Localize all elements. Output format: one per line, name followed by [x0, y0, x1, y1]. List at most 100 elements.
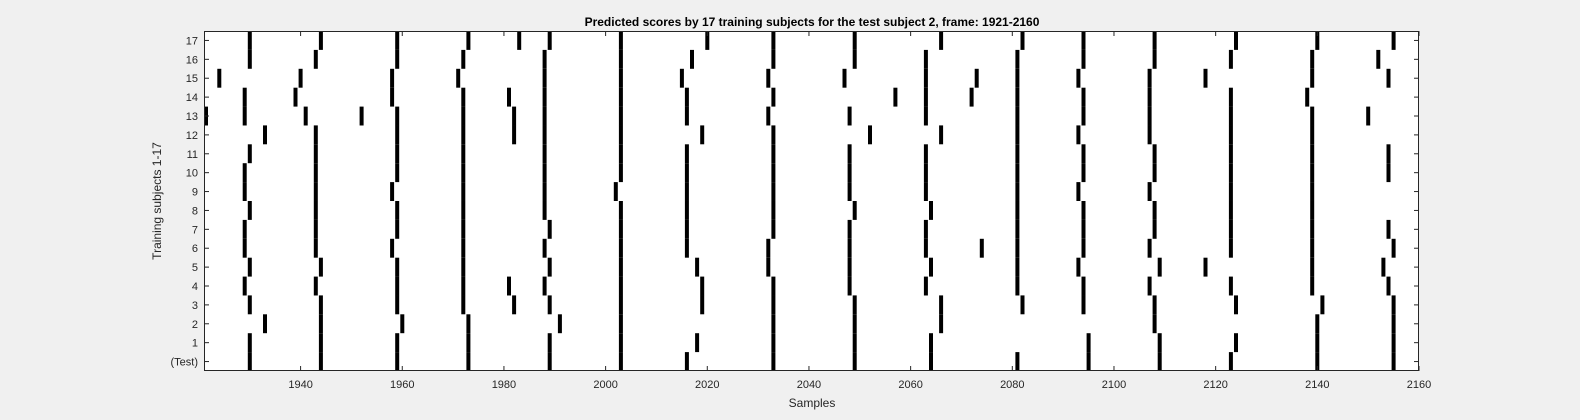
score-mark [1015, 68, 1020, 88]
score-mark [893, 87, 898, 107]
score-mark [1228, 352, 1233, 371]
score-mark [1386, 219, 1391, 239]
score-mark [1081, 31, 1086, 50]
score-mark [1315, 352, 1320, 371]
score-mark [695, 257, 700, 277]
score-mark [1386, 276, 1391, 296]
score-mark [684, 163, 689, 183]
score-mark [547, 257, 552, 277]
score-mark [1157, 333, 1162, 353]
y-axis-label: Training subjects 1-17 [150, 142, 164, 260]
score-mark [512, 295, 517, 315]
y-tick-label: 11 [187, 149, 198, 161]
score-mark [542, 182, 547, 201]
score-mark [1228, 182, 1233, 201]
score-mark [1147, 87, 1152, 107]
score-mark [974, 68, 979, 88]
score-mark [1320, 295, 1325, 315]
score-mark [1152, 144, 1157, 164]
score-mark [771, 125, 776, 145]
x-tick-label: 2140 [1305, 379, 1329, 391]
score-mark [461, 163, 466, 183]
score-mark [929, 201, 933, 220]
score-mark [771, 49, 776, 69]
score-mark [1081, 106, 1086, 126]
score-mark [456, 68, 461, 88]
score-mark [766, 106, 771, 126]
score-mark [242, 182, 247, 201]
chart-title: Predicted scores by 17 training subjects… [585, 15, 1040, 29]
score-mark [684, 87, 689, 107]
score-mark [1310, 49, 1315, 69]
score-mark [395, 49, 400, 69]
score-mark [1015, 144, 1020, 164]
score-mark [466, 333, 471, 353]
score-mark [1228, 125, 1233, 145]
score-mark [1076, 182, 1081, 201]
score-mark [247, 201, 252, 220]
score-mark [1086, 352, 1091, 371]
score-mark [1228, 87, 1233, 107]
score-mark [684, 352, 689, 371]
score-mark [1228, 201, 1233, 220]
score-mark [1157, 257, 1162, 277]
score-mark [852, 314, 857, 334]
score-mark [618, 31, 623, 50]
y-tick-label: 7 [192, 224, 198, 236]
score-mark [318, 31, 323, 50]
x-tick-label: 2060 [898, 379, 922, 391]
score-mark [318, 333, 323, 353]
score-mark [1081, 87, 1086, 107]
score-mark [1310, 276, 1315, 296]
score-mark [293, 87, 298, 107]
score-mark [613, 182, 618, 201]
score-mark [1081, 219, 1086, 239]
y-tick-label: 12 [186, 130, 198, 142]
score-mark [1015, 238, 1020, 258]
score-mark [1228, 49, 1233, 69]
score-mark [359, 106, 364, 126]
score-mark [923, 276, 928, 296]
score-mark [1386, 144, 1391, 164]
score-mark [1015, 201, 1020, 220]
score-mark [847, 257, 852, 277]
score-mark [313, 201, 318, 220]
score-mark [395, 201, 400, 220]
score-mark [542, 68, 547, 88]
x-tick-label: 1940 [288, 379, 312, 391]
score-mark [400, 314, 405, 334]
score-mark [247, 295, 252, 315]
score-mark [700, 125, 705, 145]
y-tick-label: 3 [192, 300, 198, 312]
score-mark [979, 238, 984, 258]
score-mark [1147, 125, 1152, 145]
score-mark [1391, 314, 1396, 334]
score-mark [771, 144, 776, 164]
score-mark [1081, 238, 1086, 258]
score-mark [618, 333, 623, 353]
score-mark [1015, 125, 1020, 145]
y-tick-label: 17 [186, 35, 198, 47]
y-tick-label: 8 [192, 205, 198, 217]
x-axis-label: Samples [789, 396, 836, 410]
score-mark [1228, 238, 1233, 258]
score-mark [929, 333, 933, 353]
score-mark [771, 31, 776, 50]
score-mark [1086, 333, 1091, 353]
score-mark [618, 144, 623, 164]
score-mark [1081, 144, 1086, 164]
x-tick-label: 1980 [492, 379, 516, 391]
score-mark [1228, 163, 1233, 183]
score-mark [242, 238, 247, 258]
score-mark [847, 238, 852, 258]
score-mark [923, 106, 928, 126]
score-mark [939, 295, 944, 315]
score-mark [542, 125, 547, 145]
score-mark [542, 276, 547, 296]
score-mark [395, 333, 400, 353]
score-mark [1152, 219, 1157, 239]
score-mark [923, 68, 928, 88]
score-mark [1315, 333, 1320, 353]
score-mark [1228, 276, 1233, 296]
